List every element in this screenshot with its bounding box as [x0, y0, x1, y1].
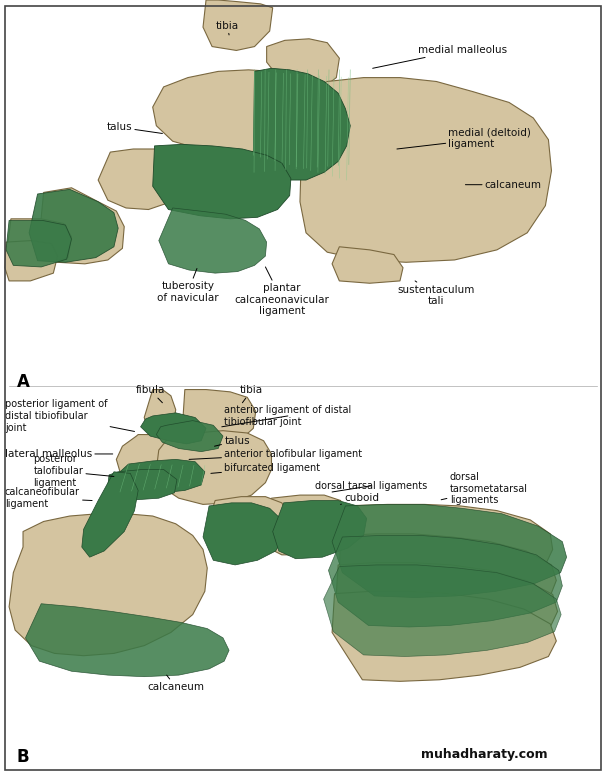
Polygon shape — [206, 497, 290, 556]
Text: dorsal
tarsometatarsal
ligaments: dorsal tarsometatarsal ligaments — [441, 473, 528, 505]
Polygon shape — [342, 504, 553, 590]
Polygon shape — [273, 501, 367, 559]
Polygon shape — [332, 504, 567, 598]
Polygon shape — [98, 149, 181, 210]
Polygon shape — [300, 78, 551, 262]
Polygon shape — [141, 413, 206, 444]
Polygon shape — [339, 534, 556, 621]
Polygon shape — [156, 421, 223, 452]
Polygon shape — [336, 563, 558, 652]
Polygon shape — [116, 435, 171, 481]
Polygon shape — [262, 495, 347, 555]
Polygon shape — [332, 591, 556, 681]
Text: tuberosity
of navicular: tuberosity of navicular — [157, 268, 219, 303]
Text: sustentaculum
tali: sustentaculum tali — [398, 281, 475, 307]
Polygon shape — [253, 68, 350, 180]
Polygon shape — [203, 503, 284, 565]
Text: medial (deltoid)
ligament: medial (deltoid) ligament — [397, 127, 531, 149]
Text: A: A — [17, 372, 30, 391]
Text: calcaneum: calcaneum — [147, 675, 204, 691]
Polygon shape — [183, 390, 256, 441]
Polygon shape — [144, 390, 176, 441]
Text: tibia: tibia — [216, 21, 239, 35]
Polygon shape — [9, 514, 207, 656]
Polygon shape — [267, 39, 339, 89]
Polygon shape — [6, 220, 72, 267]
Polygon shape — [29, 189, 118, 262]
Polygon shape — [38, 188, 124, 264]
Polygon shape — [332, 247, 403, 283]
Polygon shape — [82, 472, 138, 557]
Polygon shape — [153, 144, 291, 219]
Polygon shape — [159, 208, 267, 273]
Text: medial malleolus: medial malleolus — [373, 45, 507, 68]
Text: anterior talofibular ligament: anterior talofibular ligament — [189, 449, 362, 459]
Text: calcaneum: calcaneum — [465, 180, 542, 189]
Polygon shape — [203, 0, 273, 50]
Text: lateral malleolus: lateral malleolus — [5, 449, 113, 459]
Polygon shape — [120, 459, 205, 493]
Text: calcaneofibular
ligament: calcaneofibular ligament — [5, 487, 92, 509]
Text: fibula: fibula — [136, 386, 165, 403]
Polygon shape — [153, 70, 309, 152]
Polygon shape — [7, 219, 72, 265]
Text: anterior ligament of distal
tibiofibular joint: anterior ligament of distal tibiofibular… — [222, 405, 351, 427]
Text: cuboid: cuboid — [341, 494, 379, 504]
Text: muhadharaty.com: muhadharaty.com — [421, 748, 548, 760]
Text: posterior ligament of
distal tibiofibular
joint: posterior ligament of distal tibiofibula… — [5, 400, 135, 432]
Text: talus: talus — [107, 123, 162, 133]
Polygon shape — [328, 535, 562, 627]
Polygon shape — [25, 604, 229, 677]
Text: plantar
calcaneonavicular
ligament: plantar calcaneonavicular ligament — [235, 267, 329, 316]
Text: B: B — [17, 747, 30, 766]
Text: posterior
talofibular
ligament: posterior talofibular ligament — [33, 455, 114, 487]
Polygon shape — [108, 469, 177, 500]
Polygon shape — [5, 241, 58, 281]
Text: dorsal tarsal ligaments: dorsal tarsal ligaments — [315, 481, 427, 492]
Polygon shape — [156, 431, 271, 504]
Text: talus: talus — [215, 436, 250, 446]
Text: bifurcated ligament: bifurcated ligament — [211, 463, 321, 473]
Polygon shape — [324, 565, 561, 656]
Text: tibia: tibia — [240, 386, 263, 403]
